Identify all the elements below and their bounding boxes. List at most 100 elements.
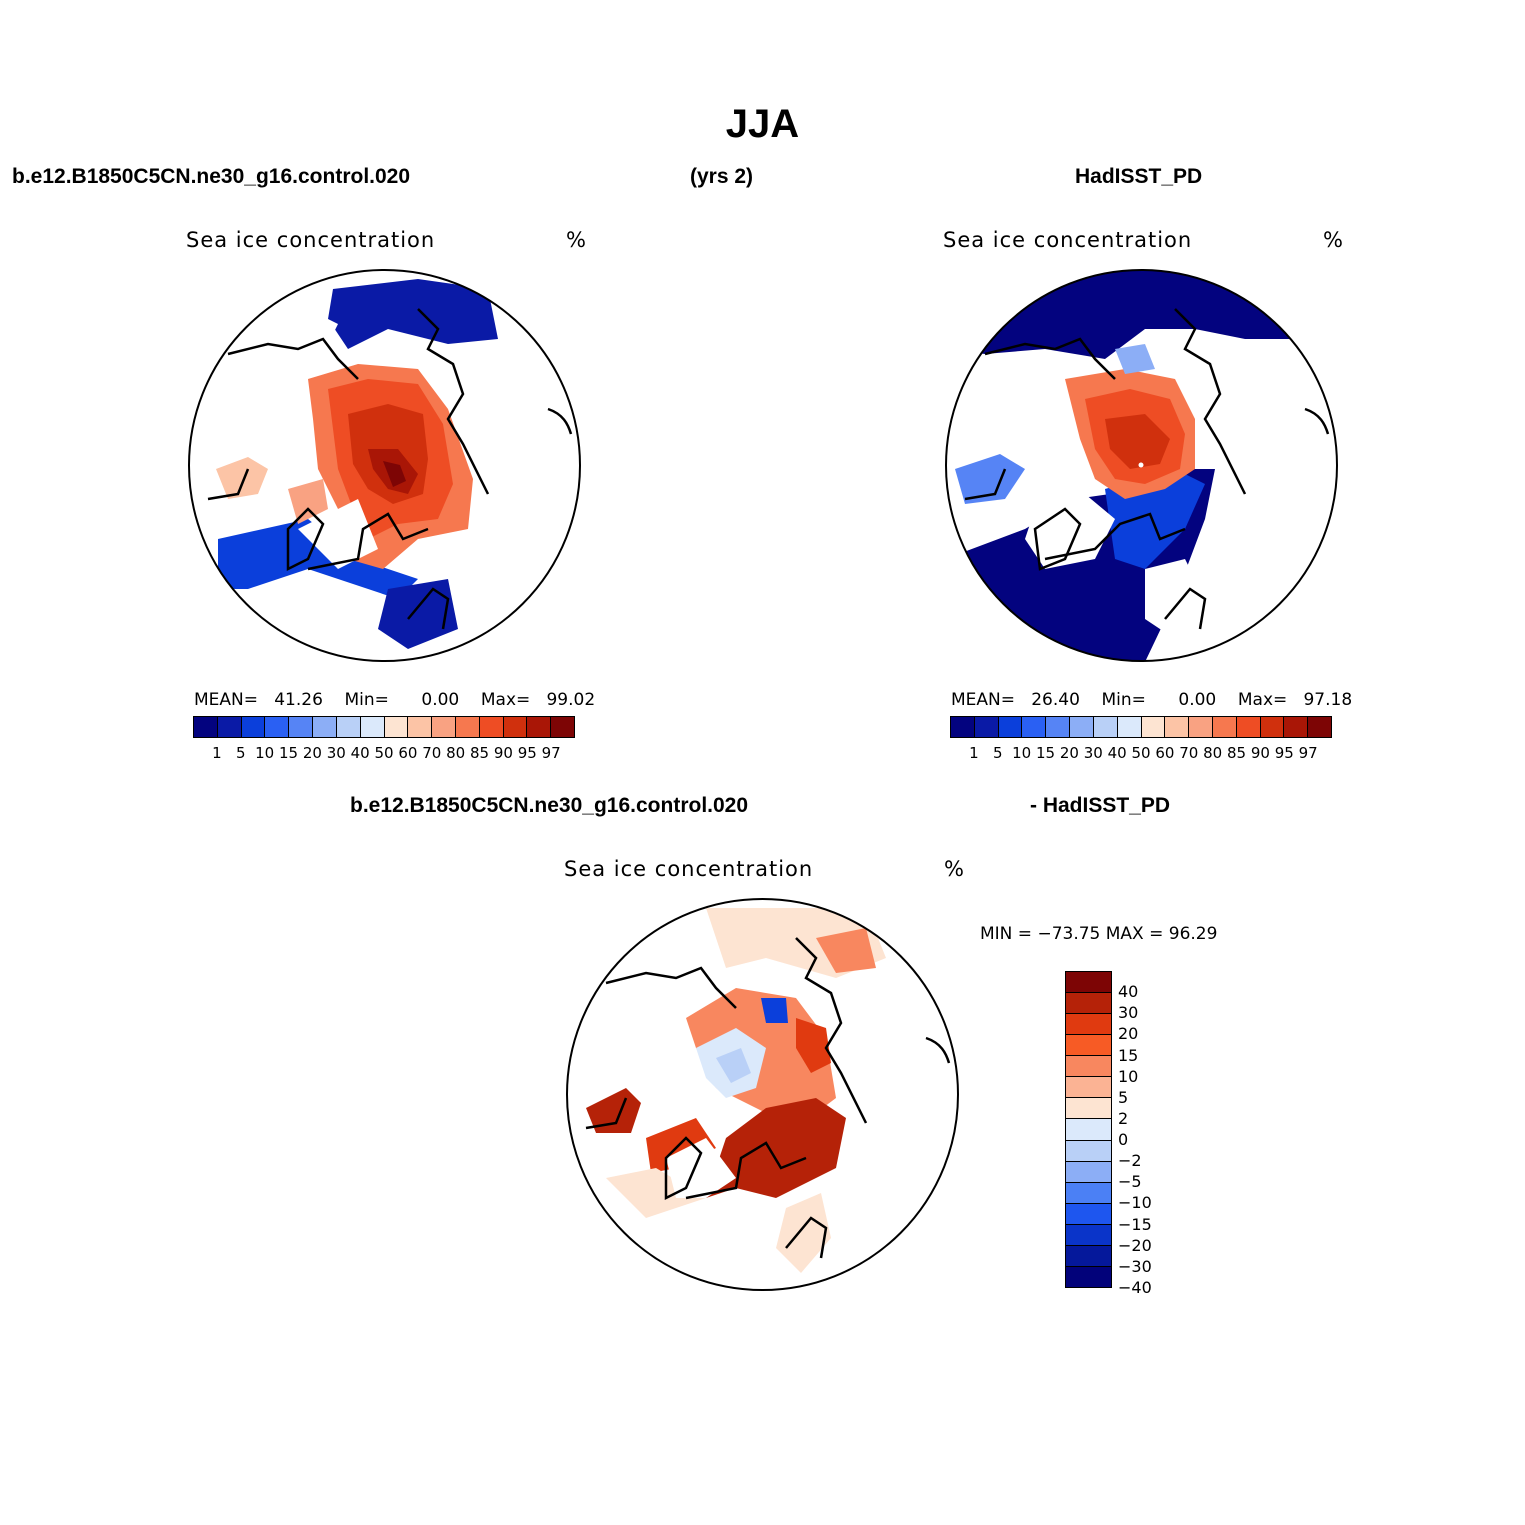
obs-polar-map (945, 269, 1338, 662)
diff-colorbar-swatch (1066, 1056, 1111, 1078)
model-units: % (566, 228, 587, 252)
obs-dataset-label: HadISST_PD (1075, 165, 1203, 188)
diff-colorbar-tick-label: 30 (1118, 1003, 1139, 1023)
years-label: (yrs 2) (690, 165, 754, 188)
model-colorbar-swatch (408, 717, 433, 737)
diff-colorbar-tick-label: 20 (1118, 1024, 1139, 1044)
model-colorbar-tick-label: 85 (469, 744, 490, 762)
model-case-label: b.e12.B1850C5CN.ne30_g16.control.020 (12, 165, 411, 188)
diff-colorbar-swatch (1066, 1161, 1111, 1183)
model-colorbar-swatch (241, 717, 266, 737)
model-colorbar-swatch (313, 717, 337, 737)
obs-min-value: 0.00 (1178, 690, 1217, 710)
obs-colorbar (950, 716, 1332, 738)
diff-obs-label: - HadISST_PD (1030, 794, 1171, 817)
obs-colorbar-swatch (1165, 717, 1190, 737)
obs-colorbar-tick-label: 10 (1012, 744, 1032, 762)
model-colorbar-swatch (217, 717, 242, 737)
obs-colorbar-swatch (1070, 717, 1094, 737)
model-colorbar (193, 716, 575, 738)
obs-colorbar-swatch (998, 717, 1023, 737)
obs-colorbar-swatch (1189, 717, 1213, 737)
model-mean-label: MEAN= (194, 690, 258, 710)
diff-colorbar-swatch (1066, 1182, 1111, 1204)
obs-colorbar-swatch (1046, 717, 1071, 737)
obs-colorbar-tick-label: 97 (1298, 744, 1318, 762)
obs-colorbar-swatch (1093, 717, 1118, 737)
diff-colorbar-swatch (1066, 1098, 1111, 1120)
model-colorbar-tick-label: 20 (302, 744, 322, 762)
model-colorbar-tick-label: 80 (446, 744, 466, 762)
model-colorbar-swatch (551, 717, 574, 737)
model-colorbar-tick-label: 70 (422, 744, 442, 762)
model-colorbar-swatch (265, 717, 290, 737)
diff-colorbar-tick-label: 40 (1118, 982, 1139, 1002)
model-colorbar-tick-label: 50 (374, 744, 394, 762)
obs-min-label: Min= (1101, 690, 1146, 710)
obs-colorbar-swatch (1236, 717, 1261, 737)
diff-case-label: b.e12.B1850C5CN.ne30_g16.control.020 (350, 794, 749, 817)
model-colorbar-swatch (527, 717, 552, 737)
diff-colorbar-swatch (1066, 1203, 1111, 1225)
model-colorbar-tick-label: 5 (235, 744, 246, 762)
diff-colorbar-swatch (1066, 1014, 1111, 1036)
diff-colorbar-tick-label: 15 (1118, 1045, 1139, 1065)
diff-polar-map (566, 898, 959, 1291)
model-max-value: 99.02 (546, 690, 596, 710)
diff-colorbar (1065, 971, 1112, 1288)
obs-colorbar-tick-label: 50 (1131, 744, 1151, 762)
model-min-label: Min= (344, 690, 389, 710)
obs-colorbar-tick-label: 85 (1226, 744, 1247, 762)
model-max-label: Max= (480, 690, 531, 710)
diff-colorbar-swatch (1066, 1035, 1111, 1057)
obs-colorbar-swatch (1022, 717, 1047, 737)
diff-colorbar-tick-label: 10 (1118, 1066, 1139, 1086)
diff-min-max: MIN = −73.75 MAX = 96.29 (980, 924, 1218, 944)
obs-max-value: 97.18 (1303, 690, 1353, 710)
obs-colorbar-tick-label: 90 (1250, 744, 1270, 762)
obs-colorbar-swatch (1308, 717, 1331, 737)
model-colorbar-tick-label: 15 (278, 744, 299, 762)
model-min-value: 0.00 (421, 690, 460, 710)
obs-stats: MEAN= 26.40 Min= 0.00 Max= 97.18 (951, 690, 1352, 710)
obs-colorbar-tick-label: 60 (1155, 744, 1175, 762)
model-colorbar-swatch (360, 717, 385, 737)
model-plot-title: Sea ice concentration (186, 228, 436, 252)
diff-plot-title: Sea ice concentration (564, 857, 814, 881)
diff-colorbar-swatch (1066, 1119, 1111, 1141)
model-colorbar-swatch (479, 717, 504, 737)
diff-colorbar-swatch (1066, 1245, 1111, 1267)
obs-plot-title: Sea ice concentration (943, 228, 1193, 252)
model-colorbar-tick-label: 90 (493, 744, 513, 762)
obs-max-label: Max= (1237, 690, 1288, 710)
diff-colorbar-swatch (1066, 1224, 1111, 1246)
model-stats: MEAN= 41.26 Min= 0.00 Max= 99.02 (194, 690, 595, 710)
diff-colorbar-swatch (1066, 1140, 1111, 1162)
model-colorbar-tick-label: 10 (255, 744, 275, 762)
obs-units: % (1323, 228, 1344, 252)
obs-colorbar-tick-label: 30 (1083, 744, 1103, 762)
obs-colorbar-swatch (974, 717, 999, 737)
figure-title: JJA (725, 102, 800, 146)
obs-colorbar-tick-label: 40 (1107, 744, 1127, 762)
diff-colorbar-tick-label: 2 (1118, 1108, 1129, 1128)
obs-colorbar-tick-label: 95 (1274, 744, 1294, 762)
model-mean-value: 41.26 (274, 690, 323, 710)
model-colorbar-tick-label: 95 (517, 744, 537, 762)
diff-colorbar-tick-label: 0 (1118, 1130, 1129, 1150)
model-colorbar-tick-label: 30 (326, 744, 346, 762)
obs-colorbar-tick-label: 70 (1179, 744, 1199, 762)
diff-colorbar-tick-label: −15 (1118, 1214, 1152, 1234)
model-colorbar-swatch (432, 717, 456, 737)
model-colorbar-tick-label: 97 (541, 744, 561, 762)
diff-units: % (944, 857, 965, 881)
diff-colorbar-tick-label: 5 (1118, 1087, 1129, 1107)
diff-colorbar-tick-label: −20 (1118, 1235, 1152, 1255)
obs-colorbar-tick-label: 15 (1035, 744, 1056, 762)
diff-colorbar-tick-label: −40 (1118, 1278, 1152, 1297)
obs-colorbar-tick-label: 80 (1203, 744, 1223, 762)
obs-colorbar-tick-label: 5 (992, 744, 1003, 762)
diff-colorbar-tick-label: −2 (1118, 1151, 1142, 1171)
obs-colorbar-tick-label: 1 (969, 744, 979, 762)
model-colorbar-tick-label: 40 (350, 744, 370, 762)
